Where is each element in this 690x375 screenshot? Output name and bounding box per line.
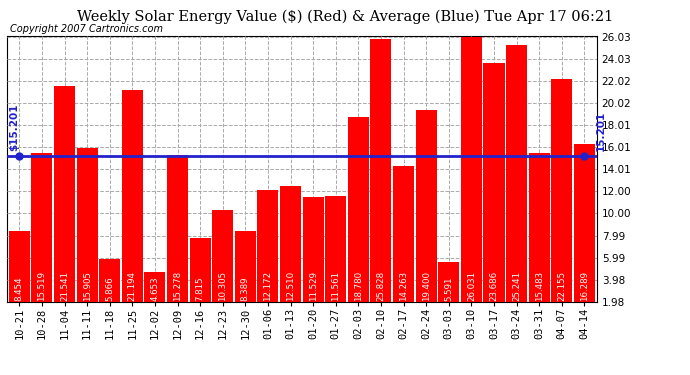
Text: 18.780: 18.780 [354,270,363,300]
Text: 22.155: 22.155 [558,270,566,300]
Bar [235,231,256,324]
Bar [325,196,346,324]
Text: 26.031: 26.031 [467,270,476,300]
Bar [506,45,527,324]
Bar [280,186,301,324]
Text: 23.686: 23.686 [489,270,498,300]
Text: 11.561: 11.561 [331,270,340,300]
Text: 15.905: 15.905 [83,270,92,300]
Text: 10.305: 10.305 [218,270,227,300]
Bar [348,117,369,324]
Text: 25.828: 25.828 [377,270,386,300]
Text: 19.400: 19.400 [422,270,431,300]
Text: 5.866: 5.866 [106,276,115,300]
Bar [529,153,550,324]
Bar [551,80,572,324]
Text: 16.289: 16.289 [580,270,589,300]
Text: Weekly Solar Energy Value ($) (Red) & Average (Blue) Tue Apr 17 06:21: Weekly Solar Energy Value ($) (Red) & Av… [77,9,613,24]
Bar [574,144,595,324]
Text: 15.201: 15.201 [595,110,606,151]
Text: 7.815: 7.815 [196,276,205,300]
Text: 5.591: 5.591 [444,276,453,300]
Text: 4.653: 4.653 [150,276,159,300]
Bar [122,90,143,324]
Text: 15.519: 15.519 [37,270,46,300]
Bar [77,148,98,324]
Text: 15.278: 15.278 [173,270,182,300]
Bar [303,196,324,324]
Bar [32,153,52,324]
Text: 15.483: 15.483 [535,270,544,300]
Bar [144,272,166,324]
Text: 14.263: 14.263 [399,270,408,300]
Text: Copyright 2007 Cartronics.com: Copyright 2007 Cartronics.com [10,24,163,34]
Bar [167,155,188,324]
Bar [371,39,391,324]
Bar [257,189,279,324]
Text: 8.389: 8.389 [241,276,250,300]
Bar [415,110,437,324]
Bar [461,37,482,324]
Bar [438,262,460,324]
Text: 8.454: 8.454 [14,276,24,300]
Bar [9,231,30,324]
Bar [484,63,504,324]
Text: 21.194: 21.194 [128,270,137,300]
Text: 11.529: 11.529 [308,270,317,300]
Bar [99,259,120,324]
Bar [54,86,75,324]
Bar [213,210,233,324]
Text: 12.510: 12.510 [286,270,295,300]
Bar [393,166,414,324]
Bar [190,237,210,324]
Text: 12.172: 12.172 [264,270,273,300]
Text: 21.541: 21.541 [60,270,69,300]
Text: $15.201: $15.201 [9,103,19,151]
Text: 25.241: 25.241 [512,270,521,300]
